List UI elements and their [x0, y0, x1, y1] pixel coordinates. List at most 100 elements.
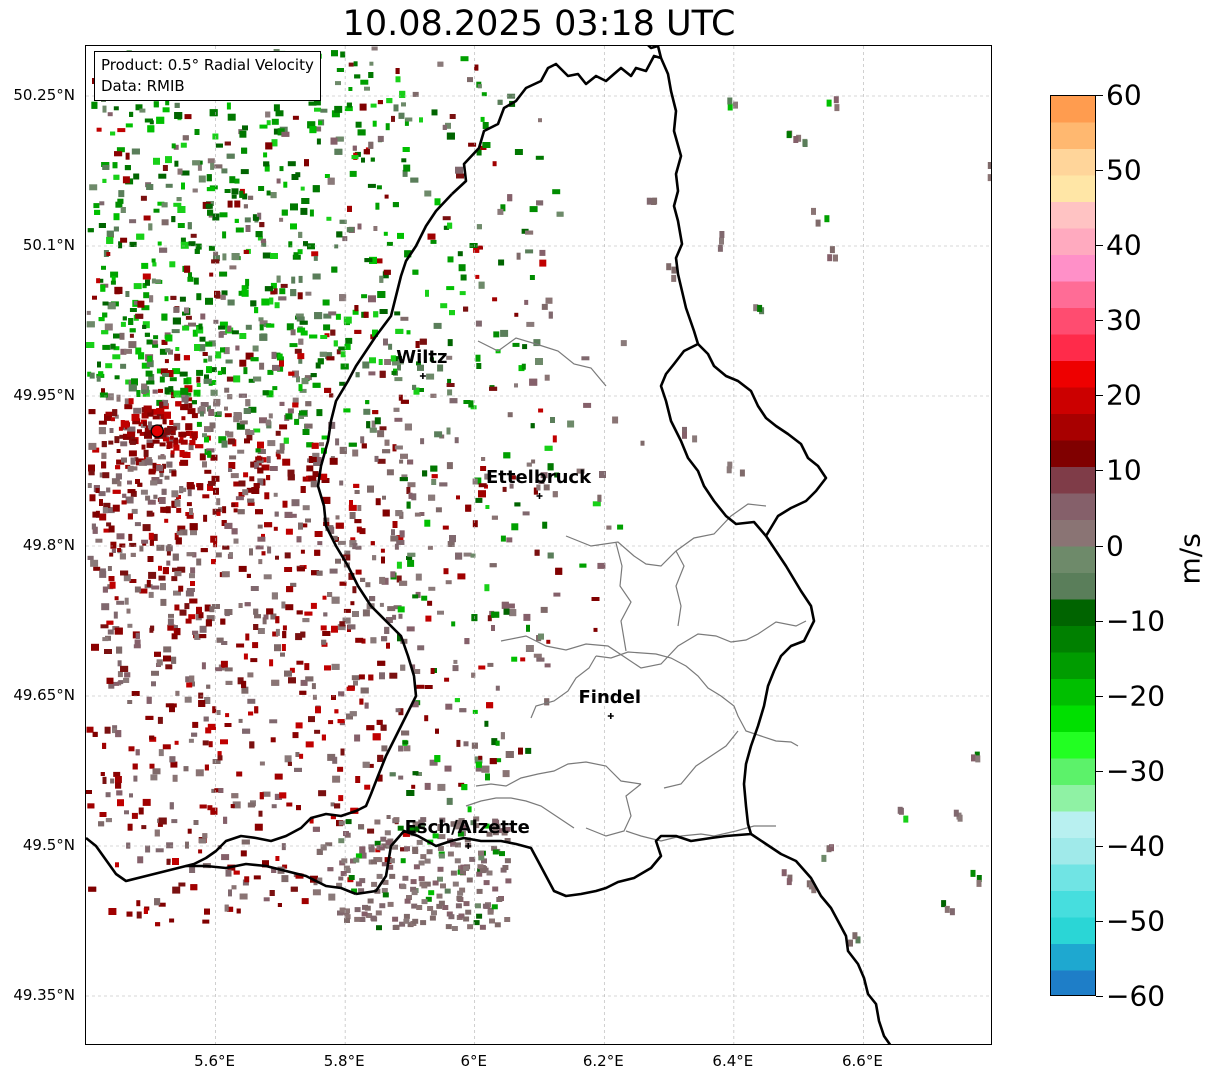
radar-echo-pixel: [405, 117, 413, 122]
radar-echo-pixel: [354, 907, 361, 913]
radar-echo-pixel: [196, 369, 204, 376]
radar-echo-pixel: [147, 125, 155, 133]
radar-echo-pixel: [115, 473, 122, 480]
radar-echo-pixel: [170, 452, 175, 458]
radar-echo-pixel: [430, 668, 435, 674]
radar-echo-pixel: [345, 819, 352, 825]
radar-echo-pixel: [87, 228, 94, 233]
radar-echo-pixel: [484, 473, 492, 480]
radar-echo-pixel: [478, 855, 485, 861]
radar-echo-pixel: [227, 906, 234, 912]
radar-echo-pixel: [141, 825, 147, 830]
radar-echo-pixel: [335, 515, 340, 520]
radar-echo-pixel: [387, 864, 394, 870]
radar-echo-pixel: [168, 426, 177, 431]
colorbar-tick-label: 0: [1106, 529, 1124, 562]
radar-echo-pixel: [495, 685, 500, 691]
city-markers: [419, 373, 614, 849]
radar-echo-pixel: [290, 223, 297, 230]
radar-echo-pixel: [522, 511, 530, 516]
radar-echo-pixel: [179, 435, 184, 443]
radar-echo-pixel: [288, 371, 295, 376]
radar-echo-pixel: [370, 157, 375, 162]
radar-echo-pixel: [437, 876, 443, 882]
radar-echo-pixel: [382, 892, 389, 898]
radar-echo-pixel: [499, 851, 505, 857]
radar-echo-pixel: [246, 487, 252, 493]
radar-echo-pixel: [219, 212, 228, 218]
radar-echo-pixel: [403, 164, 411, 172]
colorbar-segment: [1051, 811, 1095, 839]
radar-echo-pixel: [385, 840, 392, 846]
radar-map[interactable]: [85, 45, 992, 1045]
radar-echo-pixel: [337, 910, 343, 916]
radar-echo-pixel: [497, 208, 504, 215]
radar-echo-pixel: [306, 442, 314, 448]
radar-echo-pixel: [518, 365, 525, 372]
colorbar-segment: [1051, 414, 1095, 442]
radar-echo-pixel: [352, 543, 358, 550]
radar-echo-pixel: [514, 383, 518, 388]
radar-echo-pixel: [180, 404, 189, 411]
radar-echo-pixel: [507, 194, 513, 202]
colorbar-tick: [1096, 245, 1103, 247]
radar-echo-pixel: [224, 723, 232, 727]
colorbar-gradient: [1051, 96, 1095, 995]
radar-echo-pixel: [258, 317, 264, 322]
radar-echo-pixel: [512, 342, 520, 347]
radar-echo-pixel: [221, 290, 228, 296]
radar-echo-pixel: [418, 819, 425, 825]
radar-echo-pixel: [312, 185, 320, 193]
radar-echo-pixel: [385, 617, 393, 623]
radar-echo-pixel: [412, 91, 419, 97]
colorbar-tick-label: −60: [1106, 979, 1166, 1013]
radar-echo-pixel: [168, 349, 173, 355]
latitude-tick-label: 49.8°N: [22, 536, 75, 554]
radar-echo-pixel: [491, 845, 498, 851]
radar-echo-pixel: [172, 368, 181, 375]
radar-echo-pixel: [299, 753, 304, 759]
colorbar-segment: [1051, 758, 1095, 786]
radar-echo-pixel: [475, 274, 480, 279]
radar-echo-pixel: [266, 190, 271, 196]
radar-echo-pixel: [169, 435, 174, 440]
radar-echo-pixel: [104, 726, 111, 734]
radar-echo-pixel: [526, 321, 535, 327]
radar-echo-pixel: [305, 291, 312, 296]
radar-echo-pixel: [202, 433, 207, 438]
radar-echo-pixel: [149, 735, 155, 740]
radar-echo-pixel: [137, 429, 142, 434]
radar-echo-pixel: [252, 216, 259, 221]
radar-echo-pixel: [139, 108, 146, 113]
radar-echo-pixel: [296, 805, 301, 811]
radar-echo-pixel: [208, 355, 213, 362]
radar-echo-pixel: [402, 875, 409, 881]
radar-echo-pixel: [298, 231, 303, 238]
radar-echo-pixel: [241, 680, 247, 688]
radar-echo-pixel: [542, 521, 548, 529]
radar-echo-pixel: [254, 462, 260, 470]
radar-echo-pixel: [386, 815, 391, 819]
radar-echo-pixel: [475, 761, 482, 768]
radar-echo-pixel: [265, 142, 273, 150]
radar-echo-pixel: [360, 687, 369, 694]
radar-echo-pixel: [467, 77, 473, 83]
radar-echo-pixel: [110, 778, 115, 784]
radar-echo-pixel: [286, 586, 294, 593]
radar-echo-pixel: [121, 457, 127, 463]
belgium-luxembourg-border: [185, 193, 453, 868]
radar-echo-pixel: [379, 275, 384, 283]
radar-echo-pixel: [826, 99, 832, 107]
radar-echo-pixel: [335, 438, 340, 446]
radar-echo-pixel: [206, 366, 212, 374]
radar-echo-pixel: [158, 749, 164, 757]
data-source-label: Data: RMIB: [101, 77, 185, 95]
radar-echo-pixel: [352, 611, 359, 617]
radar-echo-pixel: [125, 496, 134, 504]
radar-echo-pixel: [92, 511, 97, 518]
radar-echo-pixel: [403, 745, 411, 752]
radar-echo-pixel: [158, 388, 163, 393]
radar-echo-pixel: [282, 500, 288, 508]
radar-echo-pixel: [183, 378, 189, 385]
radar-echo-pixel: [193, 820, 199, 825]
